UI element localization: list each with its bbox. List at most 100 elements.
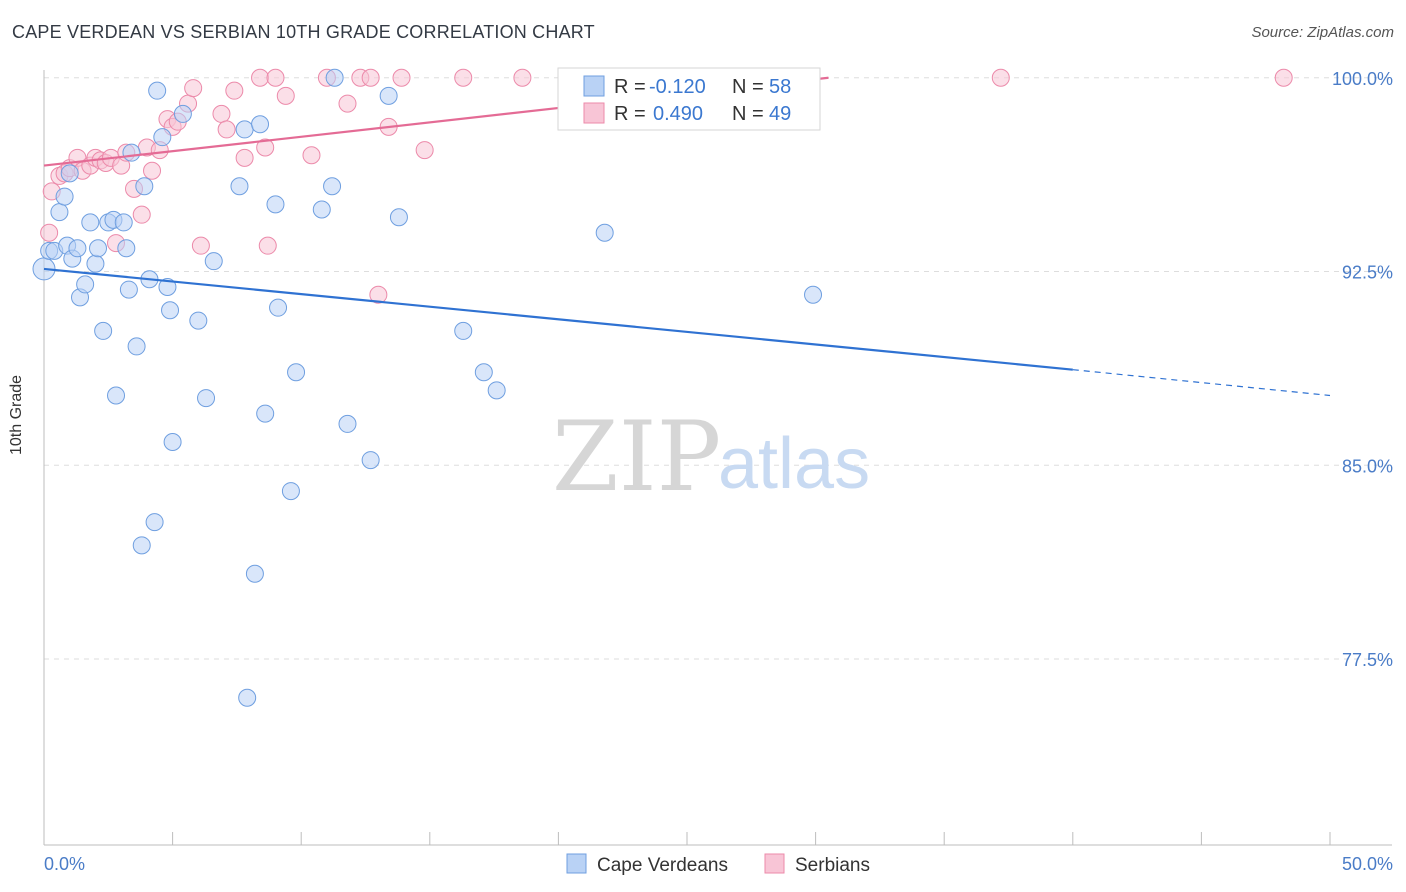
watermark: ZIP atlas <box>552 401 870 513</box>
cape-verdean-point <box>266 195 285 214</box>
serbian-point <box>991 68 1010 87</box>
cape-verdean-point <box>55 187 74 206</box>
serbian-point <box>217 120 236 139</box>
cape-verdean-point <box>145 513 164 532</box>
cape-verdean-point <box>158 278 177 296</box>
cape-verdean-point <box>474 363 493 382</box>
y-tick-label-1: 92.5% <box>1342 263 1393 283</box>
cape-verdean-point <box>454 321 473 340</box>
cape-verdean-point <box>76 275 95 294</box>
serbian-point <box>369 285 388 304</box>
cape-verdean-point <box>117 239 136 258</box>
cape-verdean-point <box>256 404 275 423</box>
x-tick-label-max: 50.0% <box>1342 854 1393 874</box>
watermark-zip: ZIP <box>552 401 721 513</box>
cape-verdean-point <box>94 321 113 340</box>
legend-r-value-serbians: 0.490 <box>653 103 703 125</box>
cape-verdeans-trend-extension <box>1072 369 1331 397</box>
bottom-legend-swatch-serbians <box>764 853 785 874</box>
cape-verdean-point <box>245 564 264 583</box>
serbian-point <box>276 86 295 105</box>
source-label: Source: ZipAtlas.com <box>1251 24 1394 41</box>
serbian-point <box>392 68 411 87</box>
x-tick-label-min: 0.0% <box>44 854 85 874</box>
cape-verdean-point <box>338 414 357 433</box>
chart-title: CAPE VERDEAN VS SERBIAN 10TH GRADE CORRE… <box>12 22 595 42</box>
cape-verdean-point <box>86 254 105 273</box>
cape-verdean-point <box>119 280 138 299</box>
series-cape-verdeans-points <box>32 68 823 707</box>
cape-verdean-point <box>281 482 300 501</box>
serbian-point <box>143 161 162 180</box>
legend-n-value-serbians: 49 <box>769 103 791 125</box>
cape-verdean-point <box>323 177 342 196</box>
cape-verdean-point <box>132 536 151 555</box>
cape-verdean-point <box>163 433 182 451</box>
y-tick-label-2: 85.0% <box>1342 456 1393 476</box>
y-tick-labels: 100.0% 92.5% 85.0% 77.5% <box>1332 69 1393 670</box>
legend-swatch-cape-verdeans <box>583 75 605 97</box>
cape-verdean-point <box>595 223 614 242</box>
serbian-point <box>40 223 59 242</box>
serbian-point <box>225 81 244 100</box>
legend-n-value-cape: 58 <box>769 76 791 98</box>
serbian-point <box>266 68 285 87</box>
y-tick-label-3: 77.5% <box>1342 650 1393 670</box>
cape-verdean-point <box>389 208 408 227</box>
serbian-point <box>256 138 275 157</box>
cape-verdean-point <box>148 81 167 100</box>
serbian-point <box>415 141 434 160</box>
cape-verdean-point <box>122 143 141 162</box>
bottom-legend-swatch-cape-verdeans <box>566 853 587 874</box>
cape-verdean-point <box>161 301 180 320</box>
stats-legend: R = -0.120 N = 58 R = 0.490 N = 49 <box>557 67 821 131</box>
cape-verdean-point <box>204 252 223 271</box>
cape-verdean-point <box>107 386 126 405</box>
cape-verdean-point <box>68 239 87 258</box>
cape-verdean-point <box>173 104 192 123</box>
cape-verdean-point <box>312 200 331 219</box>
bottom-legend-cape-verdeans: Cape Verdeans <box>597 855 728 876</box>
serbian-point <box>132 205 151 224</box>
x-tick-labels: 0.0% 50.0% <box>44 854 1393 874</box>
cape-verdean-point <box>379 86 398 105</box>
legend-swatch-serbians <box>583 102 605 124</box>
cape-verdeans-trend-line <box>43 267 1073 371</box>
serbian-point <box>235 148 254 167</box>
serbian-point <box>184 79 203 98</box>
y-tick-label-0: 100.0% <box>1332 69 1393 89</box>
cape-verdean-point <box>287 363 306 382</box>
axes <box>43 70 1392 846</box>
cape-verdean-point <box>235 120 254 139</box>
cape-verdean-point <box>127 337 146 356</box>
legend-n-label: N = <box>732 76 764 98</box>
bottom-legend-serbians: Serbians <box>795 855 870 876</box>
cape-verdean-point <box>153 128 172 147</box>
cape-verdean-point <box>361 451 380 470</box>
cape-verdean-point <box>197 389 216 408</box>
serbian-point <box>1274 68 1293 87</box>
cape-verdean-point <box>60 164 79 183</box>
cape-verdean-point <box>238 688 257 707</box>
cape-verdean-point <box>269 298 288 317</box>
cape-verdean-point <box>230 177 249 196</box>
serbian-point <box>513 68 532 87</box>
cape-verdean-point <box>114 213 133 232</box>
serbian-point <box>212 104 231 123</box>
serbian-point <box>338 94 357 113</box>
cape-verdean-point <box>804 285 823 304</box>
serbian-point <box>302 146 321 165</box>
serbian-point <box>361 68 380 87</box>
watermark-atlas: atlas <box>718 424 870 504</box>
serbian-point <box>251 68 270 87</box>
cape-verdean-point <box>251 115 270 134</box>
legend-r-label: R = <box>614 103 646 125</box>
serbian-point <box>191 236 210 255</box>
cape-verdean-point <box>81 213 100 232</box>
cape-verdean-point <box>487 381 506 400</box>
legend-r-value-cape: -0.120 <box>649 76 706 98</box>
serbian-point <box>454 68 473 87</box>
cape-verdean-point <box>135 177 154 196</box>
cape-verdean-point <box>89 239 108 258</box>
